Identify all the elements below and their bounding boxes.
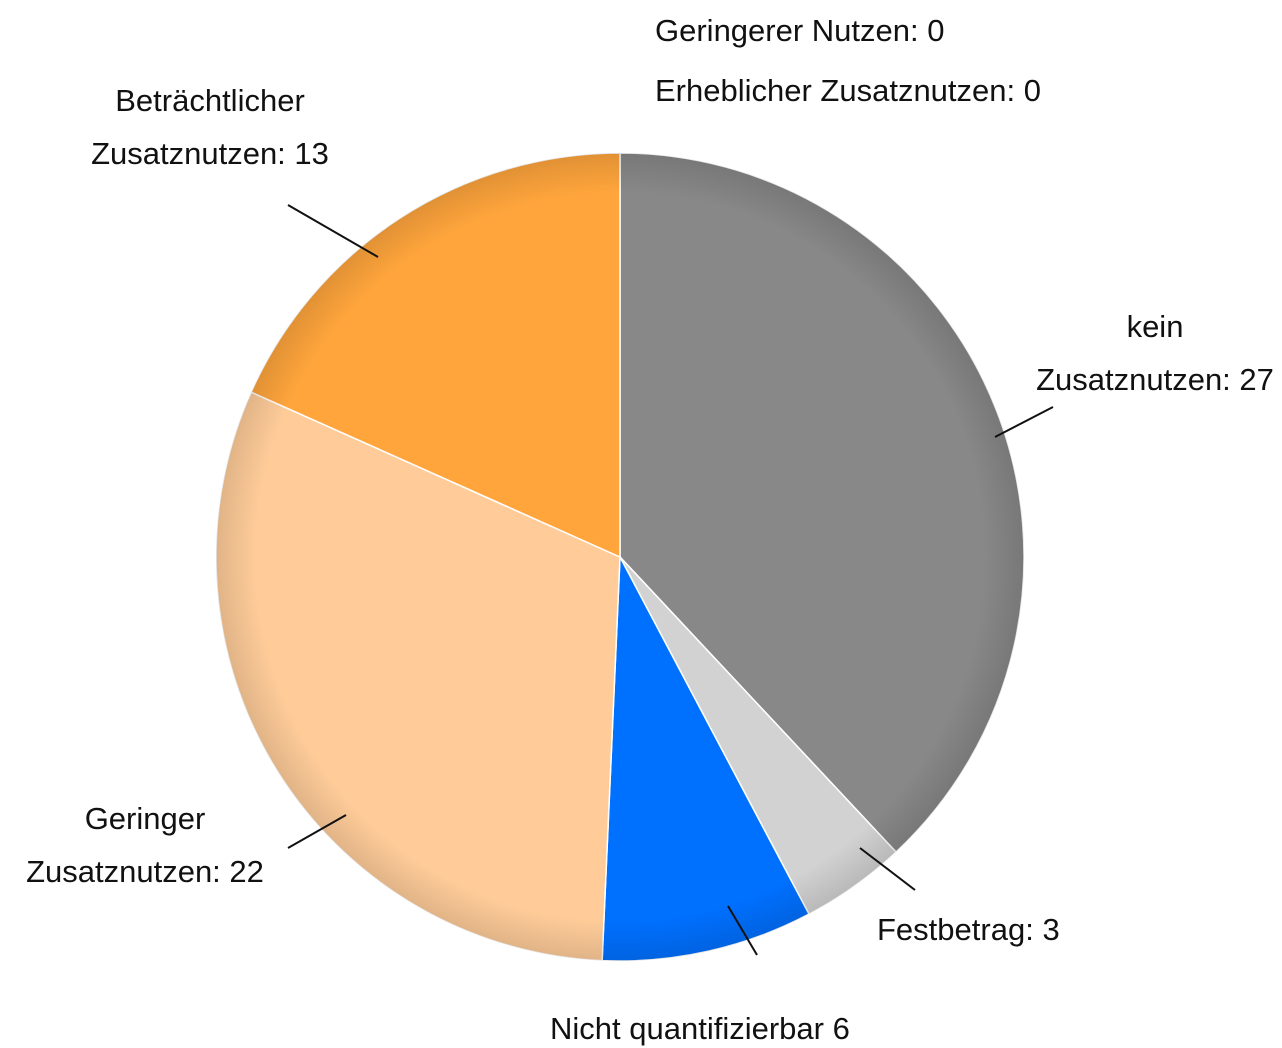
label-value: 0 <box>927 13 945 48</box>
label-category: Festbetrag: <box>877 912 1034 947</box>
label-value: 27 <box>1239 362 1274 397</box>
label-category: Geringer Zusatznutzen: <box>26 801 221 889</box>
label-value: 13 <box>294 136 329 171</box>
data-label: Geringer Zusatznutzen: 22 <box>15 792 275 898</box>
label-value: 22 <box>229 854 264 889</box>
leader-line <box>994 406 1054 438</box>
data-label: Erheblicher Zusatznutzen: 0 <box>655 64 1041 117</box>
label-category: Nicht quantifizierbar <box>550 1011 824 1046</box>
leaders <box>287 204 1054 956</box>
label-value: 0 <box>1023 73 1042 108</box>
data-label: kein Zusatznutzen: 27 <box>1035 300 1275 406</box>
label-category: Geringerer Nutzen: <box>655 13 919 48</box>
data-label: Geringerer Nutzen: 0 <box>655 4 945 57</box>
leader-line <box>287 204 379 258</box>
label-value: 6 <box>832 1011 850 1046</box>
label-category: Beträchtlicher Zusatznutzen: <box>91 83 305 171</box>
label-value: 3 <box>1042 912 1060 947</box>
leader-line <box>727 905 758 956</box>
leader-line <box>859 847 916 891</box>
leader-line <box>287 814 347 849</box>
data-label: Nicht quantifizierbar 6 <box>550 1002 850 1048</box>
data-label: Beträchtlicher Zusatznutzen: 13 <box>85 74 335 180</box>
label-category: Erheblicher Zusatznutzen: <box>655 73 1016 108</box>
pie-shade <box>216 153 1024 961</box>
label-category: kein Zusatznutzen: <box>1036 309 1231 397</box>
data-label: Festbetrag: 3 <box>877 903 1060 956</box>
